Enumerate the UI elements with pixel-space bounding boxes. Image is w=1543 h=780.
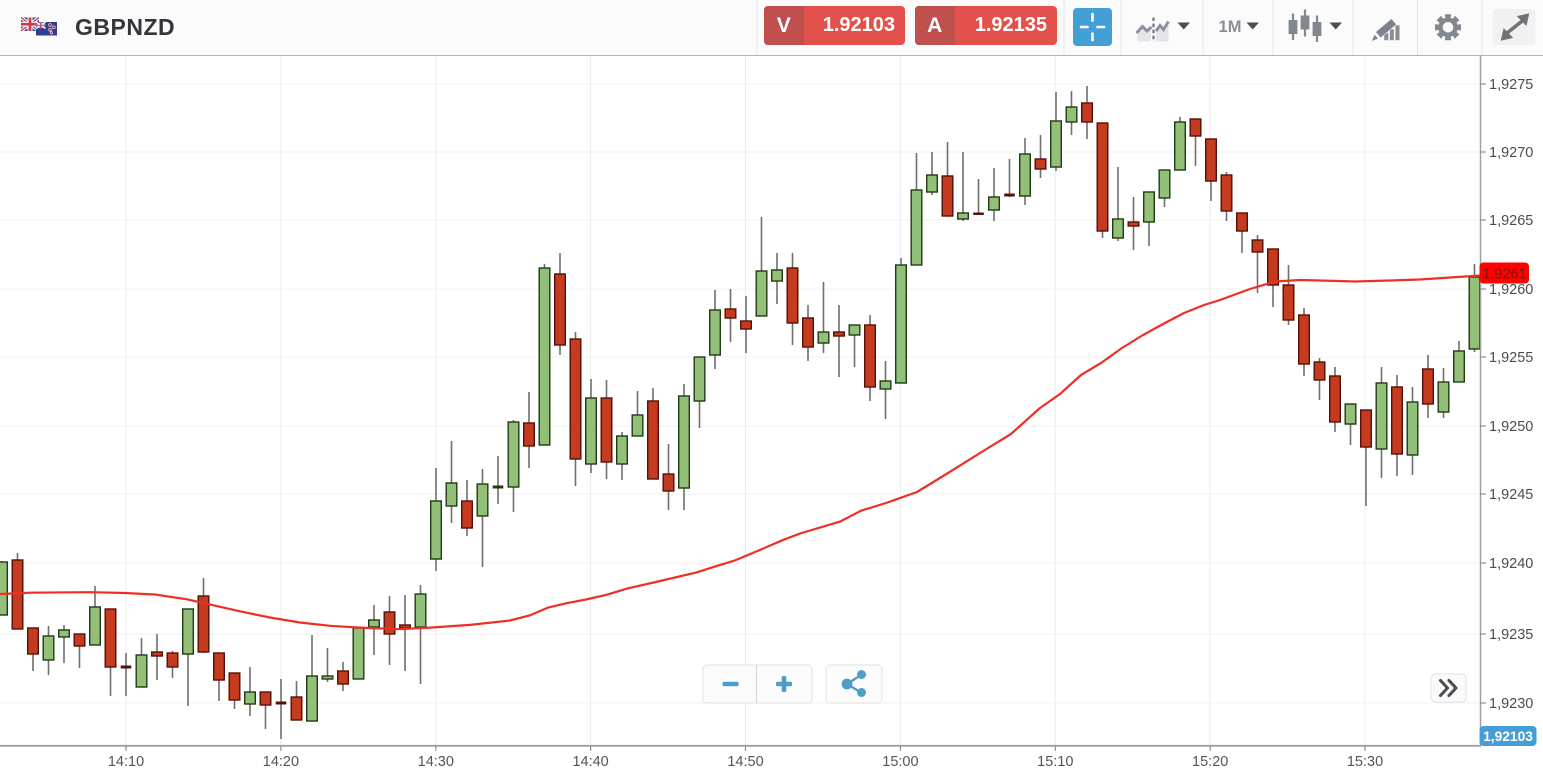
svg-text:15:30: 15:30 — [1347, 754, 1383, 770]
svg-text:1,9270: 1,9270 — [1489, 145, 1533, 161]
svg-text:1,9260: 1,9260 — [1489, 282, 1533, 298]
svg-text:14:10: 14:10 — [108, 754, 144, 770]
svg-text:1,9230: 1,9230 — [1489, 696, 1533, 712]
svg-text:1,9261: 1,9261 — [1482, 267, 1526, 283]
svg-text:1,9265: 1,9265 — [1489, 213, 1533, 229]
svg-text:1,9240: 1,9240 — [1489, 556, 1533, 572]
svg-text:1,9250: 1,9250 — [1489, 419, 1533, 435]
svg-text:14:30: 14:30 — [418, 754, 454, 770]
svg-text:1,9255: 1,9255 — [1489, 350, 1533, 366]
svg-text:1,9245: 1,9245 — [1489, 487, 1533, 503]
svg-text:15:20: 15:20 — [1192, 754, 1228, 770]
svg-text:15:10: 15:10 — [1037, 754, 1073, 770]
svg-text:15:00: 15:00 — [882, 754, 918, 770]
svg-text:1,92103: 1,92103 — [1483, 729, 1533, 744]
svg-text:1,9275: 1,9275 — [1489, 77, 1533, 93]
svg-text:14:40: 14:40 — [572, 754, 608, 770]
svg-text:14:20: 14:20 — [263, 754, 299, 770]
svg-text:14:50: 14:50 — [727, 754, 763, 770]
svg-text:1,9235: 1,9235 — [1489, 627, 1533, 643]
